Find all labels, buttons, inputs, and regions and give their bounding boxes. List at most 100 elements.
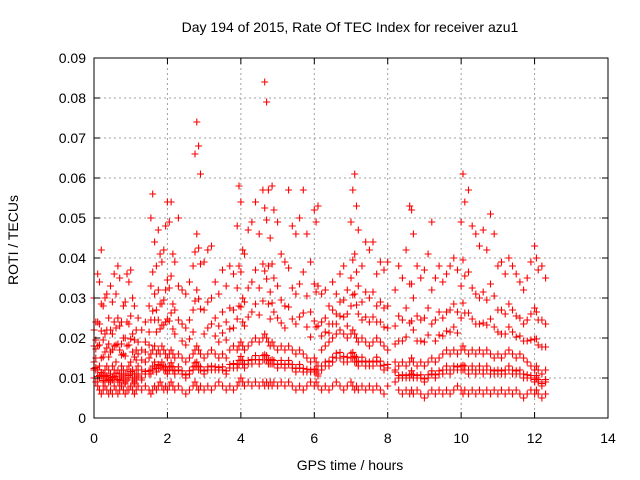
data-point: [169, 325, 177, 333]
data-point: [398, 358, 406, 366]
data-point: [395, 312, 403, 320]
data-point: [318, 318, 326, 326]
data-point: [454, 350, 461, 358]
data-point: [321, 328, 329, 336]
data-point: [413, 372, 421, 380]
data-point: [167, 359, 175, 367]
data-point: [255, 230, 263, 238]
data-point: [409, 371, 417, 379]
data-point: [512, 270, 520, 278]
data-point: [461, 346, 469, 354]
data-point: [494, 390, 502, 398]
data-point: [501, 270, 509, 278]
data-point: [314, 382, 322, 390]
data-point: [274, 218, 282, 226]
data-point: [178, 367, 186, 375]
data-point: [439, 350, 447, 358]
data-point: [505, 386, 513, 394]
data-point: [459, 342, 467, 350]
data-point: [151, 290, 159, 298]
data-point: [296, 360, 304, 368]
data-point: [520, 354, 528, 362]
data-point: [127, 358, 135, 366]
data-point: [303, 292, 311, 300]
data-point: [428, 320, 436, 328]
data-point: [312, 323, 320, 331]
data-point: [417, 358, 425, 366]
data-point: [512, 367, 520, 375]
data-point: [461, 198, 469, 206]
data-point: [435, 331, 443, 339]
data-point: [443, 270, 450, 278]
data-point: [498, 306, 505, 314]
data-point: [479, 288, 487, 296]
data-point: [292, 350, 300, 358]
data-point: [193, 230, 201, 238]
data-point: [532, 386, 540, 394]
data-point: [285, 186, 293, 194]
data-point: [141, 348, 149, 356]
data-point: [233, 346, 241, 354]
data-point: [520, 370, 528, 378]
data-point: [538, 370, 546, 378]
data-point: [443, 362, 450, 370]
data-point: [369, 386, 377, 394]
x-tick-label: 14: [600, 430, 616, 446]
data-point: [365, 318, 373, 326]
data-point: [420, 362, 428, 370]
data-point: [193, 286, 201, 294]
data-point: [285, 303, 293, 311]
data-point: [340, 313, 348, 321]
data-point: [321, 342, 329, 350]
data-point: [384, 382, 392, 390]
data-point: [193, 342, 201, 350]
data-point: [468, 222, 476, 230]
data-point: [343, 322, 351, 330]
data-point: [498, 258, 505, 266]
data-point: [193, 118, 201, 126]
data-point: [424, 331, 432, 339]
data-point: [268, 299, 276, 307]
data-point: [288, 284, 296, 292]
data-point: [174, 363, 182, 371]
data-point: [108, 346, 116, 354]
data-point: [332, 290, 340, 298]
data-point: [270, 274, 278, 282]
data-point: [169, 250, 177, 258]
x-tick-label: 10: [453, 430, 469, 446]
data-point: [219, 308, 226, 316]
data-point: [329, 334, 337, 342]
data-point: [312, 378, 320, 386]
data-point: [156, 325, 164, 333]
data-point: [329, 382, 337, 390]
data-point: [408, 317, 416, 325]
data-point: [420, 394, 428, 402]
data-point: [398, 274, 406, 282]
data-point: [296, 214, 304, 222]
data-point: [154, 226, 162, 234]
data-point: [476, 294, 483, 302]
data-point: [195, 142, 203, 150]
data-point: [241, 346, 248, 354]
data-point: [174, 350, 182, 358]
data-point: [151, 238, 159, 246]
data-point: [468, 315, 476, 323]
data-point: [487, 366, 494, 374]
data-point: [268, 338, 276, 346]
data-point: [340, 296, 348, 304]
data-point: [101, 330, 109, 338]
data-point: [244, 378, 252, 386]
data-point: [490, 354, 498, 362]
data-point: [347, 274, 355, 282]
data-point: [138, 326, 146, 334]
data-point: [303, 354, 311, 362]
data-point: [505, 362, 513, 370]
data-point: [182, 324, 190, 332]
data-point: [479, 390, 487, 398]
data-point: [277, 342, 285, 350]
data-point: [200, 330, 208, 338]
data-point: [325, 338, 333, 346]
data-point: [270, 378, 278, 386]
data-point: [369, 313, 377, 321]
data-point: [413, 386, 421, 394]
